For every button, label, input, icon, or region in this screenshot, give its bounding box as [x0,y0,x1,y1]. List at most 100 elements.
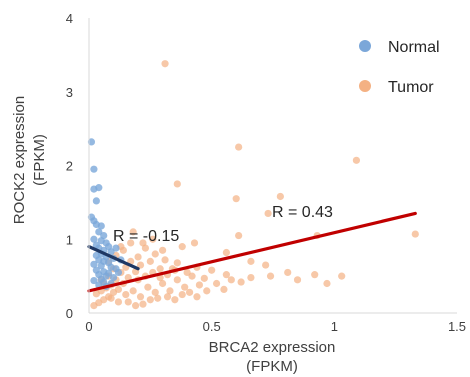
data-point-tumor [235,143,243,151]
y-tick-label: 0 [66,306,73,321]
data-point-tumor [293,276,302,284]
data-point-normal [97,222,105,230]
legend-swatch-tumor [359,80,371,92]
data-point-tumor [352,156,361,164]
data-point-tumor [154,294,162,302]
data-point-tumor [173,180,181,188]
data-point-tumor [195,281,203,289]
data-point-tumor [190,239,199,247]
data-point-tumor [227,276,235,284]
data-point-tumor [163,293,172,301]
data-point-tumor [264,209,272,218]
data-point-tumor [109,288,118,296]
data-point-tumor [92,290,100,298]
data-point-normal [107,248,115,256]
tick-labels: 0 0.5 1 1.5 0 1 2 3 4 [66,11,466,334]
data-point-tumor [222,248,230,257]
data-point-tumor [166,287,174,295]
data-point-tumor [200,274,208,282]
data-point-tumor [139,300,147,308]
data-point-tumor [247,274,255,282]
tumor-correlation-label: R = 0.43 [272,204,333,221]
data-point-tumor [173,259,181,267]
data-point-normal [87,138,96,146]
x-axis-title-line1: BRCA2 expression [209,339,336,356]
data-point-tumor [146,257,154,265]
data-point-tumor [188,272,196,280]
data-point-tumor [129,287,137,295]
data-point-tumor [159,279,167,288]
data-point-tumor [129,228,137,236]
data-point-tumor [193,293,201,301]
data-point-normal [92,197,100,205]
data-point-tumor [139,239,147,247]
data-point-tumor [124,298,132,306]
data-point-normal [90,260,98,268]
x-tick-label: 1 [331,319,338,334]
data-point-tumor [136,293,145,301]
x-tick-label: 0.5 [203,319,221,334]
data-point-tumor [149,235,157,243]
data-point-normal [97,262,105,270]
legend-item-normal: Normal [359,39,440,56]
data-point-tumor [235,231,243,240]
data-point-normal [90,165,98,173]
data-point-tumor [122,290,130,299]
fit-line-normal [87,245,140,271]
data-point-normal [109,274,118,282]
y-tick-label: 1 [66,232,73,247]
data-point-tumor [161,60,169,68]
data-point-tumor [284,268,292,277]
x-axis-title: BRCA2 expression (FPKM) [209,339,336,375]
data-point-tumor [222,271,230,279]
data-point-normal [90,235,98,243]
data-point-tumor [127,239,135,247]
y-tick-label: 3 [66,85,73,100]
data-point-tumor [220,285,228,293]
y-tick-label: 4 [66,11,73,26]
data-point-tumor [159,246,167,254]
data-point-tumor [276,192,284,201]
data-point-tumor [411,230,419,238]
data-point-tumor [124,274,132,282]
data-point-normal [114,268,123,277]
data-point-tumor [232,195,240,203]
x-axis-title-line2: (FPKM) [246,358,298,375]
data-point-normal [95,228,103,236]
data-point-tumor [237,278,245,286]
data-point-tumor [203,287,211,295]
x-tick-label: 0 [85,319,92,334]
data-point-tumor [90,302,98,310]
data-point-normal [112,244,120,252]
data-point-tumor [212,279,221,288]
data-point-tumor [338,272,346,280]
data-point-tumor [178,290,186,299]
data-point-tumor [151,250,159,258]
fit-line-tumor [87,211,417,293]
data-point-tumor [181,283,189,291]
data-point-tumor [185,288,194,296]
y-axis-title-line2: (FPKM) [31,134,48,186]
data-point-tumor [178,243,186,251]
data-point-tumor [156,265,164,273]
data-point-tumor [146,296,154,304]
legend: Normal Tumor [359,39,440,96]
data-point-tumor [107,294,115,302]
data-point-tumor [311,271,319,279]
data-point-tumor [208,266,216,274]
legend-label-tumor: Tumor [388,79,434,96]
data-point-tumor [136,261,145,269]
data-point-tumor [132,302,140,310]
data-point-tumor [247,257,255,265]
data-point-tumor [114,298,123,306]
legend-label-normal: Normal [388,39,440,56]
data-point-tumor [171,296,179,304]
fit-lines [87,211,417,293]
y-tick-label: 2 [66,159,73,174]
normal-correlation-label: R = -0.15 [113,228,179,245]
legend-item-tumor: Tumor [359,79,434,96]
x-tick-label: 1.5 [448,319,466,334]
axes [88,18,457,314]
data-point-tumor [144,283,152,291]
